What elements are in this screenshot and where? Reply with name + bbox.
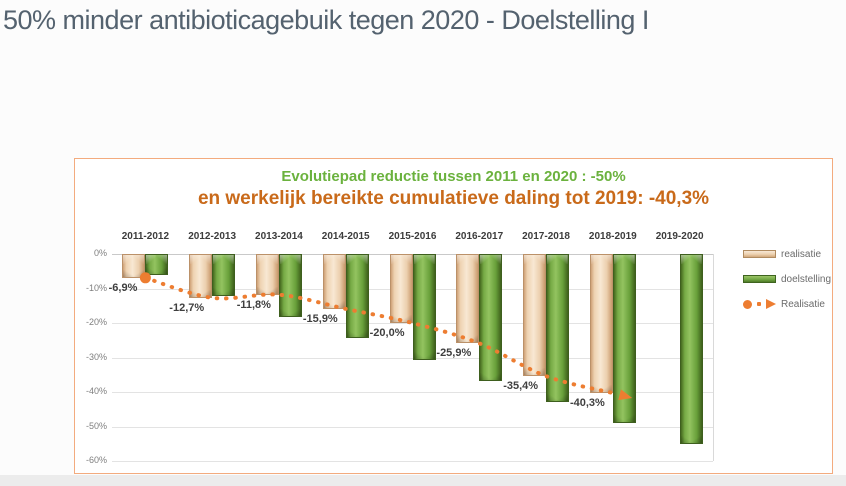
bar-doelstelling bbox=[345, 254, 369, 339]
y-axis-tick-label: -10% bbox=[85, 282, 107, 293]
bar-realisatie bbox=[523, 254, 547, 377]
legend-item-label: realisatie bbox=[781, 248, 822, 260]
y-axis-tick-label: -50% bbox=[85, 420, 107, 431]
category-label: 2013-2014 bbox=[255, 231, 303, 242]
gridline bbox=[112, 461, 713, 462]
gridline bbox=[112, 426, 713, 428]
data-label: -6,9% bbox=[108, 281, 138, 294]
legend-swatch-trend bbox=[743, 298, 776, 310]
bar-doelstelling bbox=[212, 254, 236, 297]
category-label: 2012-2013 bbox=[188, 231, 237, 242]
category-label: 2015-2016 bbox=[388, 231, 437, 242]
data-label: -20,0% bbox=[369, 327, 405, 339]
legend: realisatie doelstelling Realisatie bbox=[743, 247, 831, 322]
bar-realisatie bbox=[255, 254, 279, 295]
bar-doelstelling bbox=[546, 254, 570, 402]
legend-item-label: Realisatie bbox=[781, 298, 825, 310]
bar-realisatie bbox=[189, 254, 213, 298]
data-label: -15,9% bbox=[302, 312, 338, 325]
category-label: 2014-2015 bbox=[321, 231, 370, 242]
category-label: 2019-2020 bbox=[655, 231, 704, 242]
page-title: 50% minder antibioticagebuik tegen 2020 … bbox=[3, 5, 649, 35]
bar-doelstelling bbox=[612, 254, 636, 423]
legend-item-label: doelstelling bbox=[781, 273, 832, 285]
y-axis-tick-label: -20% bbox=[85, 317, 107, 327]
data-label: -25,9% bbox=[436, 347, 472, 360]
bar-realisatie bbox=[389, 254, 413, 323]
data-label: -35,4% bbox=[503, 380, 539, 393]
data-label: -40,3% bbox=[569, 397, 605, 410]
bar-realisatie bbox=[322, 254, 346, 309]
bar-doelstelling bbox=[679, 254, 703, 444]
bar-doelstelling bbox=[479, 254, 503, 381]
chart-title-line1: Evolutiepad reductie tussen 2011 en 2020… bbox=[281, 168, 626, 185]
y-axis-tick-label: 0% bbox=[93, 248, 107, 258]
bar-doelstelling bbox=[412, 254, 436, 360]
data-label: -11,8% bbox=[236, 298, 271, 311]
category-label: 2016-2017 bbox=[455, 231, 504, 242]
y-axis-tick-label: -40% bbox=[85, 386, 107, 396]
legend-item: doelstelling bbox=[743, 272, 831, 286]
plot-right-border bbox=[713, 254, 714, 461]
chart-panel: Evolutiepad reductie tussen 2011 en 2020… bbox=[74, 158, 833, 474]
y-axis-tick-label: -30% bbox=[85, 351, 107, 362]
bar-doelstelling bbox=[145, 254, 169, 276]
bar-realisatie bbox=[122, 254, 146, 278]
chart-title-line2: en werkelijk bereikte cumulatieve daling… bbox=[197, 188, 710, 209]
legend-item: realisatie bbox=[743, 247, 831, 261]
trend-dot-icon bbox=[743, 299, 752, 309]
category-label: 2018-2019 bbox=[588, 231, 637, 242]
legend-item: Realisatie bbox=[743, 297, 831, 311]
category-label: 2017-2018 bbox=[522, 231, 570, 242]
bar-realisatie bbox=[456, 254, 480, 344]
trend-dash-icon bbox=[757, 302, 761, 306]
category-label: 2011-2012 bbox=[121, 231, 170, 242]
bar-realisatie bbox=[589, 254, 613, 394]
bottom-strip bbox=[0, 475, 846, 486]
trend-arrow-icon bbox=[766, 299, 776, 309]
y-axis-tick-label: -60% bbox=[85, 455, 107, 465]
legend-swatch-doelstelling bbox=[743, 275, 776, 283]
legend-swatch-realisatie bbox=[743, 250, 776, 258]
bar-doelstelling bbox=[278, 254, 302, 318]
